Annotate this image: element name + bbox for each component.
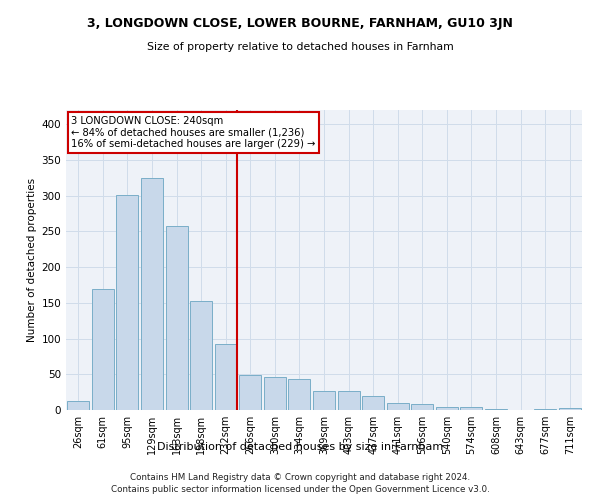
Bar: [141, 178, 163, 410]
Bar: [166, 226, 188, 410]
Bar: [289, 380, 310, 410]
Bar: [362, 396, 384, 410]
Bar: [411, 404, 433, 410]
Text: Contains HM Land Registry data © Crown copyright and database right 2024.: Contains HM Land Registry data © Crown c…: [130, 473, 470, 482]
Bar: [67, 402, 89, 410]
Bar: [338, 390, 359, 410]
Bar: [264, 377, 286, 410]
Bar: [436, 407, 458, 410]
Bar: [92, 288, 114, 410]
Bar: [116, 195, 139, 410]
Bar: [239, 375, 262, 410]
Text: Contains public sector information licensed under the Open Government Licence v3: Contains public sector information licen…: [110, 484, 490, 494]
Bar: [313, 390, 335, 410]
Bar: [386, 403, 409, 410]
Text: Distribution of detached houses by size in Farnham: Distribution of detached houses by size …: [157, 442, 443, 452]
Text: 3 LONGDOWN CLOSE: 240sqm
← 84% of detached houses are smaller (1,236)
16% of sem: 3 LONGDOWN CLOSE: 240sqm ← 84% of detach…: [71, 116, 316, 149]
Bar: [559, 408, 581, 410]
Bar: [215, 344, 237, 410]
Bar: [190, 300, 212, 410]
Bar: [460, 407, 482, 410]
Text: 3, LONGDOWN CLOSE, LOWER BOURNE, FARNHAM, GU10 3JN: 3, LONGDOWN CLOSE, LOWER BOURNE, FARNHAM…: [87, 18, 513, 30]
Y-axis label: Number of detached properties: Number of detached properties: [27, 178, 37, 342]
Text: Size of property relative to detached houses in Farnham: Size of property relative to detached ho…: [146, 42, 454, 52]
